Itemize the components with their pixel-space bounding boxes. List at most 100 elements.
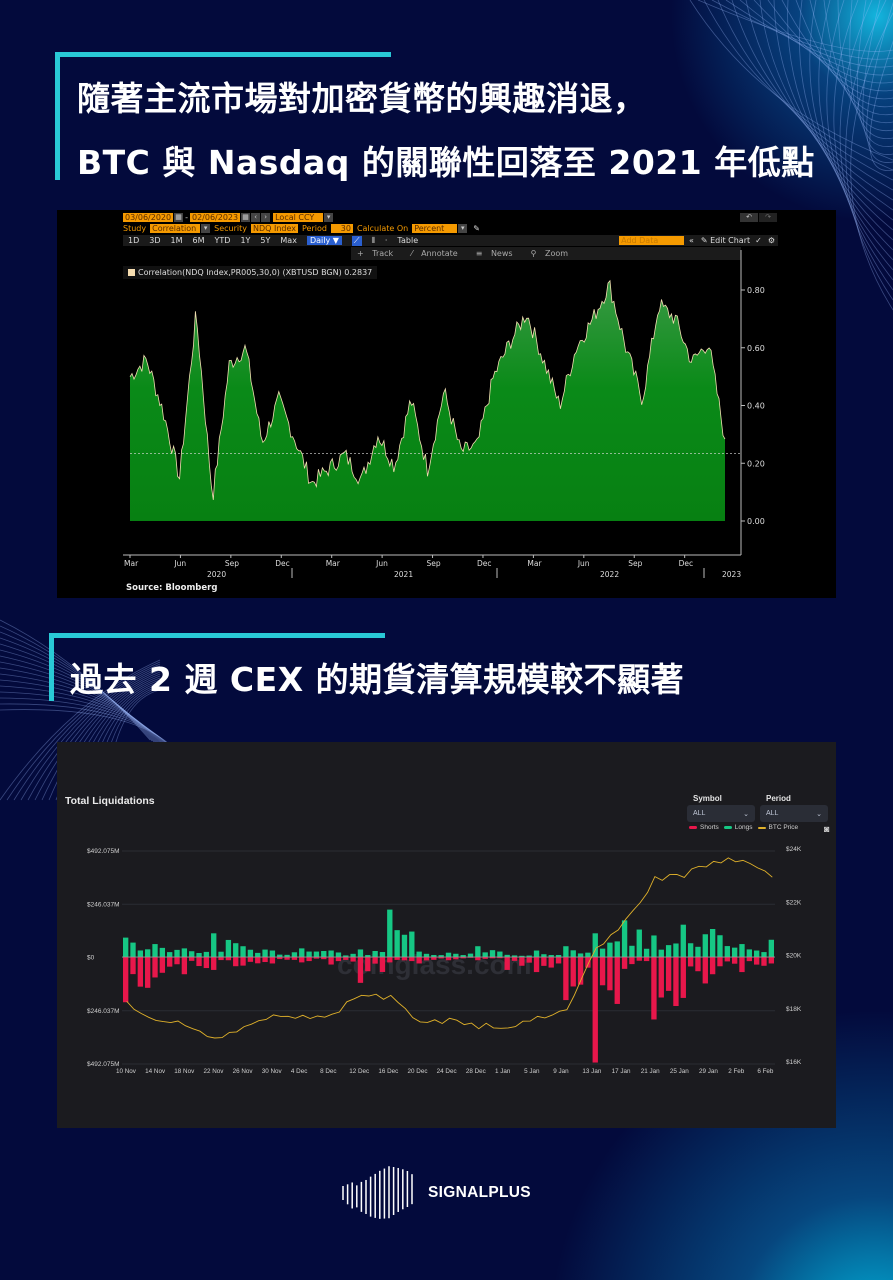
symbol-value: ALL <box>693 810 706 817</box>
add-data-input[interactable]: Add Data <box>619 236 684 245</box>
legend-longs[interactable]: Longs <box>734 824 753 831</box>
svg-text:2023: 2023 <box>722 570 741 579</box>
chart-title: Total Liquidations <box>65 795 155 807</box>
coinglass-liquidations-chart: Total Liquidations Symbol ALL ⌄ Period A… <box>57 742 836 1128</box>
range-max[interactable]: Max <box>280 236 297 245</box>
pencil-icon[interactable]: ✎ <box>473 224 480 233</box>
svg-text:2022: 2022 <box>600 570 619 579</box>
range-1y[interactable]: 1Y <box>240 236 251 245</box>
undo-icon[interactable]: ↶ <box>740 213 758 222</box>
symbol-select[interactable]: ALL ⌄ <box>687 805 755 822</box>
gear-icon[interactable]: ⚙ <box>767 236 775 245</box>
svg-text:20 Dec: 20 Dec <box>408 1068 428 1075</box>
zoom-label: Zoom <box>544 249 569 258</box>
next-arrow-icon[interactable]: › <box>261 213 271 222</box>
period-label: Period <box>766 794 791 803</box>
svg-text:Dec: Dec <box>679 559 694 568</box>
legend-shorts[interactable]: Shorts <box>700 824 719 831</box>
redo-icon[interactable]: ↷ <box>759 213 777 222</box>
calc-on-select[interactable]: Percent <box>412 224 458 233</box>
svg-text:0.80: 0.80 <box>747 286 765 295</box>
annotate-tool[interactable]: ⁄ Annotate <box>411 249 458 258</box>
svg-text:Mar: Mar <box>124 559 139 568</box>
period-input[interactable]: 30 <box>330 224 353 233</box>
camera-icon[interactable]: ◙ <box>824 824 830 834</box>
period-label: Period <box>301 224 327 233</box>
svg-text:5 Jan: 5 Jan <box>524 1068 540 1075</box>
svg-text:$20K: $20K <box>786 953 802 960</box>
start-date-input[interactable]: 03/06/2020 <box>123 213 174 222</box>
svg-text:0.40: 0.40 <box>747 402 765 411</box>
study-select[interactable]: Correlation <box>150 224 201 233</box>
svg-text:$246.037M: $246.037M <box>87 901 120 908</box>
svg-text:0.00: 0.00 <box>747 517 765 526</box>
range-6m[interactable]: 6M <box>192 236 205 245</box>
svg-text:$246.037M: $246.037M <box>87 1008 120 1015</box>
range-3d[interactable]: 3D <box>149 236 161 245</box>
frequency-select[interactable]: Daily ▼ <box>306 236 342 245</box>
svg-text:8 Dec: 8 Dec <box>320 1068 336 1075</box>
headline-2-text: 過去 2 週 CEX 的期貨清算規模較不顯著 <box>70 660 685 699</box>
accent-bar-left <box>55 52 60 180</box>
correlation-area-plot: 0.00 0.20 0.40 0.60 0.80 Mar Jun Sep Dec Mar Jun Se… <box>123 250 765 579</box>
bar-chart-icon[interactable]: ⫴ <box>371 235 375 245</box>
range-ytd[interactable]: YTD <box>214 236 231 245</box>
svg-text:13 Jan: 13 Jan <box>582 1068 601 1075</box>
check-icon[interactable]: ✓ <box>755 236 762 245</box>
range-1d[interactable]: 1D <box>128 236 140 245</box>
waveform-icon <box>342 1166 413 1219</box>
svg-text:22 Nov: 22 Nov <box>203 1068 224 1075</box>
track-label: Track <box>372 249 394 258</box>
accent-bar-top <box>55 52 391 57</box>
svg-text:Jun: Jun <box>375 559 388 568</box>
svg-text:9 Jan: 9 Jan <box>553 1068 569 1075</box>
svg-text:Dec: Dec <box>275 559 290 568</box>
security-input[interactable]: NDQ Index <box>250 224 298 233</box>
btc-price-swatch <box>757 826 766 829</box>
calc-on-label: Calculate On <box>356 224 409 233</box>
svg-text:0.60: 0.60 <box>747 344 765 353</box>
svg-text:21 Jan: 21 Jan <box>641 1068 660 1075</box>
dropdown-icon[interactable]: ▾ <box>201 224 211 233</box>
svg-text:2020: 2020 <box>207 570 226 579</box>
period-select[interactable]: ALL ⌄ <box>760 805 828 822</box>
background-glow-top-right <box>653 0 893 240</box>
legend-text: Correlation(NDQ Index,PR005,30,0) (XBTUS… <box>138 268 373 277</box>
svg-text:Jun: Jun <box>577 559 590 568</box>
line-chart-icon[interactable]: ⟋ <box>351 235 362 246</box>
edit-chart-button[interactable]: ✎ Edit Chart <box>700 236 751 245</box>
svg-text:1 Jan: 1 Jan <box>495 1068 511 1075</box>
currency-select[interactable]: Local CCY <box>273 213 324 222</box>
range-1m[interactable]: 1M <box>170 236 183 245</box>
track-tool[interactable]: + Track <box>357 249 394 258</box>
chart-tools-bar: + Track ⁄ Annotate ≡ News ⚲ Zoom <box>351 247 741 260</box>
svg-text:Sep: Sep <box>628 559 642 568</box>
svg-text:18 Nov: 18 Nov <box>174 1068 195 1075</box>
svg-text:30 Nov: 30 Nov <box>262 1068 283 1075</box>
collapse-icon[interactable]: « <box>688 236 694 245</box>
accent-bar-left <box>49 633 54 701</box>
table-button[interactable]: Table <box>397 236 419 245</box>
brand-name: SIGNALPLUS <box>428 1184 531 1201</box>
legend-btc-price[interactable]: BTC Price <box>768 824 799 831</box>
end-date-input[interactable]: 02/06/2023 <box>190 213 241 222</box>
svg-text:17 Jan: 17 Jan <box>612 1068 631 1075</box>
svg-text:$24K: $24K <box>786 846 802 853</box>
headline-line-2: BTC 與 Nasdaq 的關聯性回落至 2021 年低點 <box>77 143 815 182</box>
zoom-tool[interactable]: ⚲ Zoom <box>530 249 569 258</box>
svg-text:16 Dec: 16 Dec <box>378 1068 398 1075</box>
news-tool[interactable]: ≡ News <box>475 249 513 258</box>
dropdown-icon[interactable]: ▾ <box>458 224 468 233</box>
dot-icon: · <box>384 236 388 245</box>
dropdown-icon[interactable]: ▾ <box>324 213 334 222</box>
svg-text:Sep: Sep <box>427 559 441 568</box>
svg-text:14 Nov: 14 Nov <box>145 1068 166 1075</box>
svg-text:$22K: $22K <box>786 899 802 906</box>
calendar-icon[interactable]: ▦ <box>174 213 184 222</box>
calendar-icon[interactable]: ▦ <box>241 213 251 222</box>
prev-arrow-icon[interactable]: ‹ <box>251 213 261 222</box>
news-label: News <box>490 249 513 258</box>
range-5y[interactable]: 5Y <box>260 236 271 245</box>
signalplus-logo: SIGNALPLUS <box>340 1165 531 1221</box>
